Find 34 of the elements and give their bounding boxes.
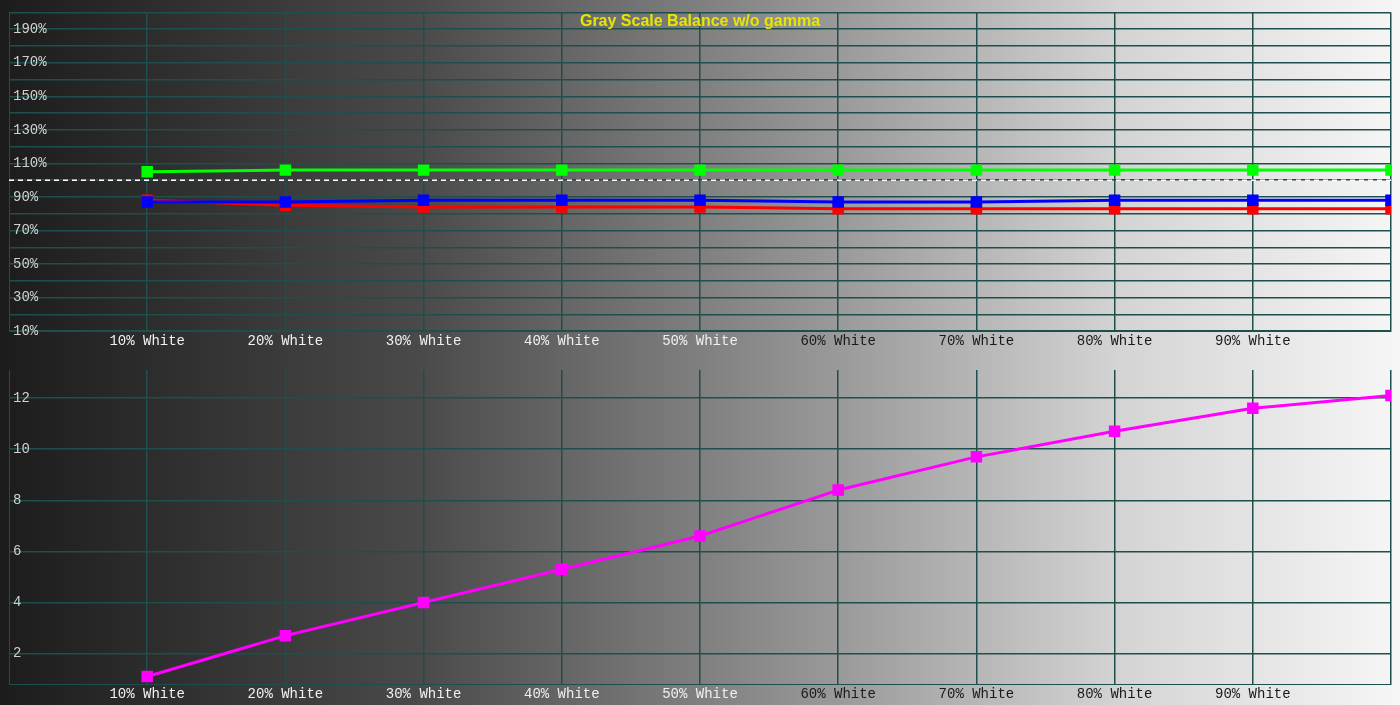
x-tick-label: 30% White (385, 686, 462, 703)
x-tick-label: 70% White (938, 333, 1015, 350)
y-tick-label: 6 (13, 543, 22, 560)
x-tick-label: 70% White (938, 686, 1015, 703)
y-tick-label: 2 (13, 645, 22, 662)
y-tick-label: 10 (13, 440, 30, 457)
y-tick-label: 12 (13, 389, 30, 406)
x-tick-label: 10% White (109, 686, 186, 703)
y-tick-label: 90% (13, 188, 39, 205)
x-tick-label: 20% White (247, 333, 324, 350)
x-tick-label: 40% White (523, 686, 600, 703)
x-tick-label: 60% White (800, 333, 877, 350)
x-tick-label: 60% White (800, 686, 877, 703)
x-tick-label: 40% White (523, 333, 600, 350)
x-tick-label: 50% White (662, 333, 738, 350)
y-tick-label: 8 (13, 491, 22, 508)
x-tick-label: 30% White (385, 333, 462, 350)
y-tick-label: 170% (13, 54, 48, 71)
y-tick-label: 50% (13, 255, 39, 272)
x-tick-label: 80% White (1076, 686, 1153, 703)
y-tick-label: 150% (13, 88, 48, 104)
y-tick-label: 4 (13, 594, 22, 611)
x-tick-label: 80% White (1076, 333, 1153, 350)
x-tick-label: 90% White (1214, 333, 1291, 350)
y-tick-label: 110% (13, 155, 48, 172)
y-tick-label: 10% (13, 322, 39, 339)
y-tick-label: 130% (13, 121, 48, 138)
x-tick-label: 20% White (247, 686, 324, 703)
y-tick-label: 30% (13, 289, 39, 306)
y-tick-label: 70% (13, 222, 39, 239)
y-tick-label: 190% (13, 20, 48, 37)
x-tick-label: 90% White (1214, 686, 1291, 703)
x-tick-label: 50% White (662, 686, 738, 703)
x-tick-label: 10% White (109, 333, 186, 350)
